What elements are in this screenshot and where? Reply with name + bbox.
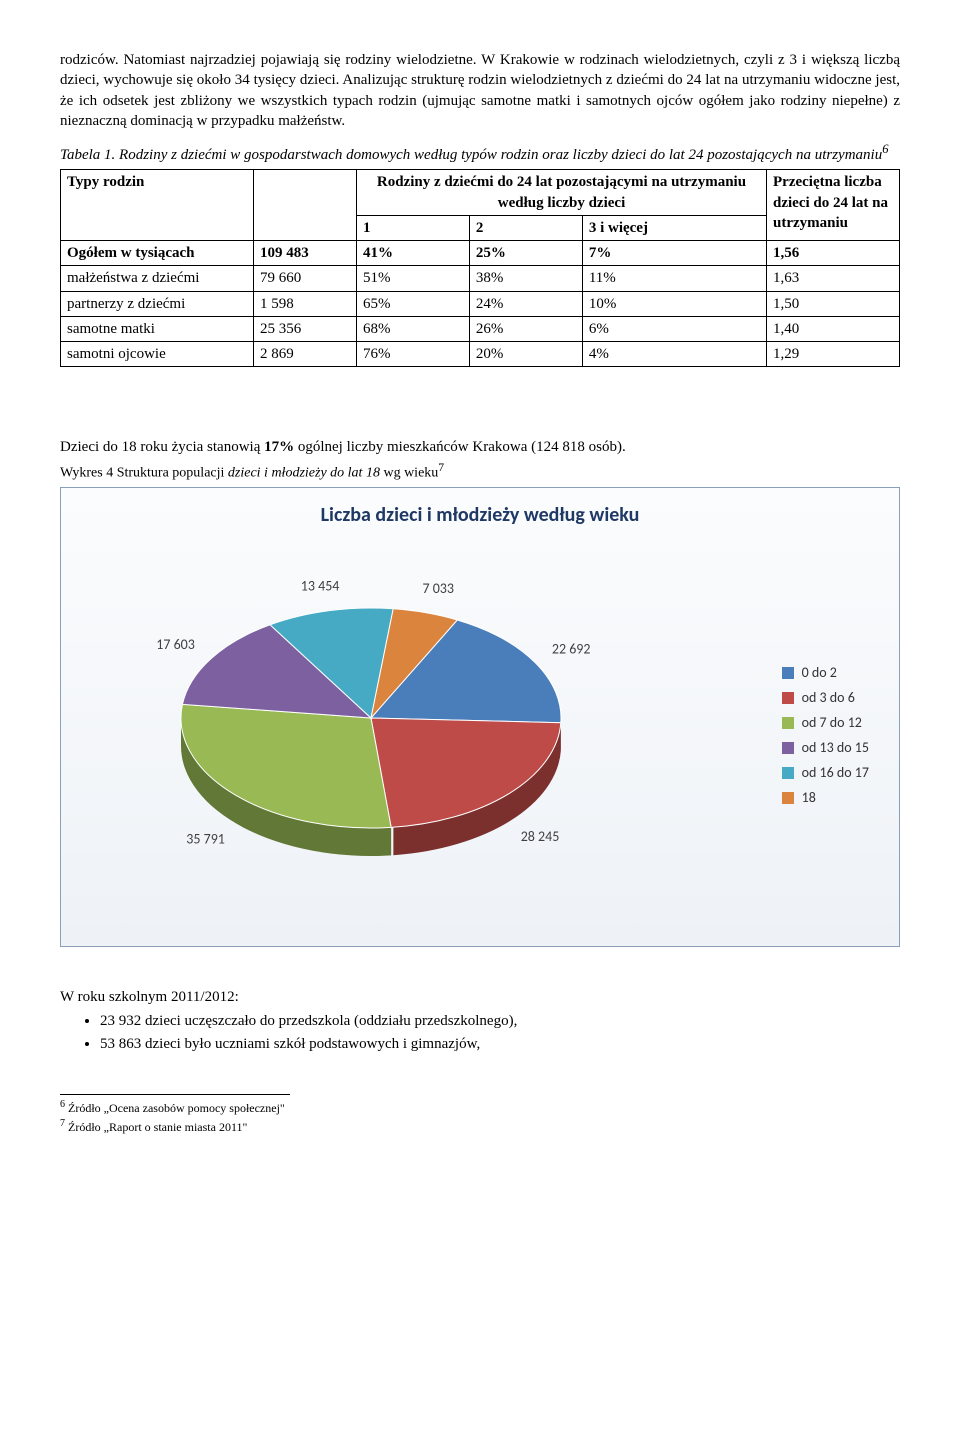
svg-text:22 692: 22 692 — [552, 641, 591, 658]
footnote: 7 Źródło „Raport o stanie miasta 2011" — [60, 1117, 660, 1135]
table-cell: 7% — [582, 241, 766, 266]
table-cell: 1 598 — [254, 291, 357, 316]
table-cell: 11% — [582, 266, 766, 291]
table-cell: 25 356 — [254, 316, 357, 341]
para3: W roku szkolnym 2011/2012: — [60, 987, 900, 1007]
chart-legend: 0 do 2 od 3 do 6 od 7 do 12 od 13 do 15 od 1… — [782, 658, 869, 813]
legend-swatch — [782, 767, 794, 779]
th-sub1: 1 — [357, 215, 470, 240]
legend-item: od 3 do 6 — [782, 689, 869, 708]
table-cell: Ogółem w tysiącach — [61, 241, 254, 266]
chart-caption-prefix: Wykres 4 Struktura populacji — [60, 465, 228, 480]
legend-item: od 13 do 15 — [782, 739, 869, 758]
svg-text:13 454: 13 454 — [301, 577, 340, 594]
list-item: 23 932 dzieci uczęszczało do przedszkola… — [100, 1011, 900, 1031]
th-avg: Przeciętna liczba dzieci do 24 lat na ut… — [767, 170, 900, 241]
th-group: Rodziny z dziećmi do 24 lat pozostającym… — [357, 170, 767, 216]
table-cell: 24% — [469, 291, 582, 316]
th-sub3: 3 i więcej — [582, 215, 766, 240]
legend-label: od 16 do 17 — [802, 764, 869, 783]
table-cell: 1,50 — [767, 291, 900, 316]
legend-item: od 7 do 12 — [782, 714, 869, 733]
table-cell: 20% — [469, 342, 582, 367]
table-cell: 2 869 — [254, 342, 357, 367]
table-cell: 26% — [469, 316, 582, 341]
table-cell: małżeństwa z dziećmi — [61, 266, 254, 291]
legend-item: 18 — [782, 789, 869, 808]
intro-paragraph: rodziców. Natomiast najrzadziej pojawiaj… — [60, 50, 900, 131]
legend-item: od 16 do 17 — [782, 764, 869, 783]
svg-text:7 033: 7 033 — [422, 580, 454, 597]
chart-caption-sup: 7 — [438, 461, 444, 474]
legend-swatch — [782, 717, 794, 729]
th-types: Typy rodzin — [61, 170, 254, 241]
bullet-list: 23 932 dzieci uczęszczało do przedszkola… — [100, 1011, 900, 1054]
para2-b: ogólnej liczby mieszkańców Krakowa (124 … — [294, 439, 626, 455]
chart-caption-suffix: wg wieku — [380, 465, 438, 480]
table-cell: 4% — [582, 342, 766, 367]
legend-swatch — [782, 667, 794, 679]
table-cell: 6% — [582, 316, 766, 341]
legend-label: od 13 do 15 — [802, 739, 869, 758]
th-blank — [254, 170, 357, 241]
table-caption: Tabela 1. Rodziny z dziećmi w gospodarst… — [60, 141, 900, 165]
legend-swatch — [782, 742, 794, 754]
legend-label: 18 — [802, 789, 816, 808]
table-cell: 25% — [469, 241, 582, 266]
th-sub2: 2 — [469, 215, 582, 240]
svg-text:17 603: 17 603 — [156, 636, 195, 653]
table-cell: 38% — [469, 266, 582, 291]
table-cell: 1,63 — [767, 266, 900, 291]
svg-text:28 245: 28 245 — [521, 828, 560, 845]
table-caption-sup: 6 — [882, 142, 888, 156]
para2: Dzieci do 18 roku życia stanowią 17% ogó… — [60, 437, 900, 457]
table-cell: 109 483 — [254, 241, 357, 266]
table-cell: 76% — [357, 342, 470, 367]
pie-chart: Liczba dzieci i młodzieży według wieku 2… — [60, 487, 900, 947]
table-cell: samotni ojcowie — [61, 342, 254, 367]
table-cell: 68% — [357, 316, 470, 341]
chart-caption: Wykres 4 Struktura populacji dzieci i mł… — [60, 460, 900, 484]
legend-label: od 7 do 12 — [802, 714, 862, 733]
table-cell: 1,40 — [767, 316, 900, 341]
table-cell: 51% — [357, 266, 470, 291]
svg-text:35 791: 35 791 — [186, 830, 225, 847]
table-cell: 65% — [357, 291, 470, 316]
footnotes: 6 Źródło „Ocena zasobów pomocy społeczne… — [60, 1094, 290, 1135]
list-item: 53 863 dzieci było uczniami szkół podsta… — [100, 1034, 900, 1054]
chart-title: Liczba dzieci i młodzieży według wieku — [61, 502, 899, 529]
table-caption-prefix: Tabela 1. — [60, 147, 115, 163]
legend-swatch — [782, 792, 794, 804]
para2-bold: 17% — [264, 439, 294, 455]
legend-item: 0 do 2 — [782, 664, 869, 683]
para2-a: Dzieci do 18 roku życia stanowią — [60, 439, 264, 455]
legend-label: od 3 do 6 — [802, 689, 855, 708]
table-cell: 79 660 — [254, 266, 357, 291]
table-cell: 1,56 — [767, 241, 900, 266]
footnote: 6 Źródło „Ocena zasobów pomocy społeczne… — [60, 1098, 660, 1116]
chart-area: 22 692 28 245 35 791 17 603 13 454 7 033 — [101, 548, 641, 908]
table-cell: 1,29 — [767, 342, 900, 367]
families-table: Typy rodzin Rodziny z dziećmi do 24 lat … — [60, 169, 900, 367]
legend-swatch — [782, 692, 794, 704]
table-caption-text: Rodziny z dziećmi w gospodarstwach domow… — [119, 147, 882, 163]
chart-caption-italic: dzieci i młodzieży do lat 18 — [228, 465, 380, 480]
table-cell: 41% — [357, 241, 470, 266]
table-cell: 10% — [582, 291, 766, 316]
legend-label: 0 do 2 — [802, 664, 837, 683]
table-cell: samotne matki — [61, 316, 254, 341]
table-cell: partnerzy z dziećmi — [61, 291, 254, 316]
